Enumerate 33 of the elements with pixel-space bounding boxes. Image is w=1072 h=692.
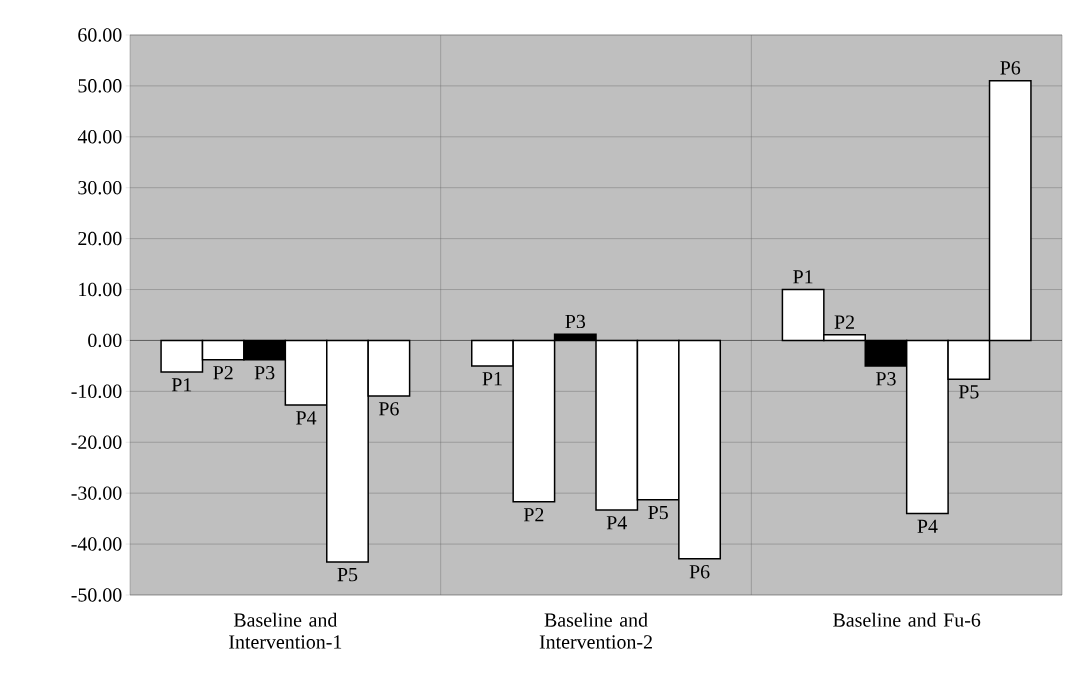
text: P6: [1000, 61, 1021, 75]
text: P2: [213, 365, 233, 380]
y-tick-label: 0.00: [88, 333, 122, 348]
x-tick-label: Baseline and Intervention-1: [229, 612, 342, 649]
y-tick-label: 60.00: [78, 28, 122, 42]
text: P3: [254, 365, 275, 380]
y-tick-label: -30.00: [71, 486, 122, 500]
y-tick-label: 50.00: [78, 79, 122, 93]
y-tick-label: -20.00: [71, 435, 122, 450]
y-tick-label: 10.00: [79, 282, 122, 297]
y-tick-label: -40.00: [71, 537, 122, 551]
y-tick-label: 30.00: [78, 180, 122, 195]
text: P4: [606, 516, 627, 530]
series-label: P4: [917, 519, 938, 533]
text: P1: [482, 372, 502, 386]
text: P2: [834, 315, 854, 329]
text: P4: [296, 411, 317, 425]
series-label: P6: [689, 565, 710, 579]
series-label: P3: [565, 314, 586, 329]
text: P5: [337, 568, 358, 582]
y-tick-label: 40.00: [77, 130, 122, 144]
y-tick-label: -10.00: [71, 384, 122, 399]
y-tick-label: -50.00: [71, 588, 122, 602]
text: P3: [876, 372, 896, 386]
text: P1: [793, 270, 813, 284]
text: P6: [378, 402, 399, 416]
series-label: P5: [648, 505, 668, 520]
series-label: P2: [523, 508, 544, 522]
x-tick-label: Baseline and Fu-6: [833, 612, 981, 627]
text: P5: [958, 385, 979, 399]
y-tick-label: 20.00: [78, 231, 122, 246]
x-tick-label: Baseline and Intervention-2: [539, 612, 652, 649]
series-label: P1: [171, 378, 192, 392]
